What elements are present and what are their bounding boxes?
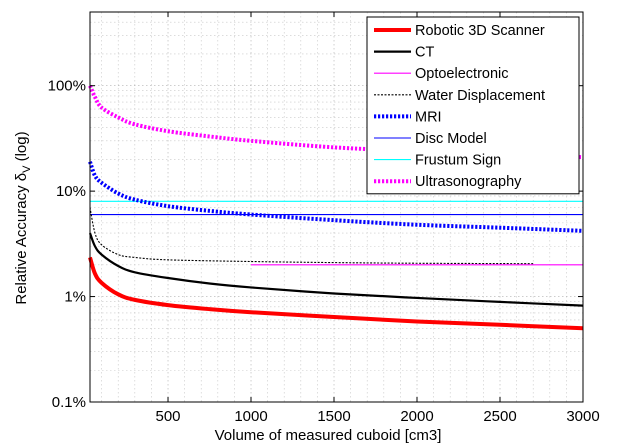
y-tick-label: 10% bbox=[56, 183, 86, 200]
series-layer bbox=[88, 84, 584, 331]
x-tick-label: 2000 bbox=[400, 408, 433, 425]
series-line-mri bbox=[88, 161, 584, 233]
legend-label: MRI bbox=[415, 109, 442, 125]
plot-frame bbox=[89, 11, 584, 403]
y-tick-labels: 0.1% 1% 10% 100% bbox=[48, 78, 86, 411]
legend-label: Frustum Sign bbox=[415, 153, 501, 169]
x-tick-label: 2500 bbox=[483, 408, 516, 425]
legend-label: Optoelectronic bbox=[415, 66, 509, 82]
legend-label: Ultrasonography bbox=[415, 174, 522, 190]
x-tick-label: 1000 bbox=[234, 408, 267, 425]
y-axis-label: Relative Accuracy δV (log) bbox=[13, 131, 33, 304]
y-axis-label-main: Relative Accuracy δ bbox=[13, 173, 30, 305]
x-tick-labels: 500 1000 1500 2000 2500 3000 bbox=[156, 408, 600, 425]
x-axis-label: Volume of measured cuboid [cm3] bbox=[215, 427, 442, 444]
x-tick-label: 3000 bbox=[566, 408, 599, 425]
legend-label: Robotic 3D Scanner bbox=[415, 23, 545, 39]
y-axis-label-suffix: (log) bbox=[13, 131, 30, 165]
legend-label: CT bbox=[415, 45, 434, 61]
legend: Robotic 3D Scanner CT Optoelectronic Water … bbox=[366, 16, 580, 195]
legend-box bbox=[366, 16, 580, 195]
legend-label: Water Displacement bbox=[415, 88, 545, 104]
x-tick-label: 500 bbox=[156, 408, 181, 425]
y-tick-label: 0.1% bbox=[52, 394, 86, 411]
y-axis-label-sub: V bbox=[21, 165, 33, 173]
series-line-ct bbox=[88, 232, 584, 307]
x-tick-label: 1500 bbox=[317, 408, 350, 425]
series-line-water-displacement bbox=[89, 207, 534, 265]
y-tick-label: 1% bbox=[64, 289, 86, 306]
series-line-robotic-3d-scanner bbox=[88, 256, 584, 331]
axis-ticks bbox=[90, 12, 584, 403]
y-tick-label: 100% bbox=[48, 78, 86, 95]
legend-label: Disc Model bbox=[415, 131, 487, 147]
